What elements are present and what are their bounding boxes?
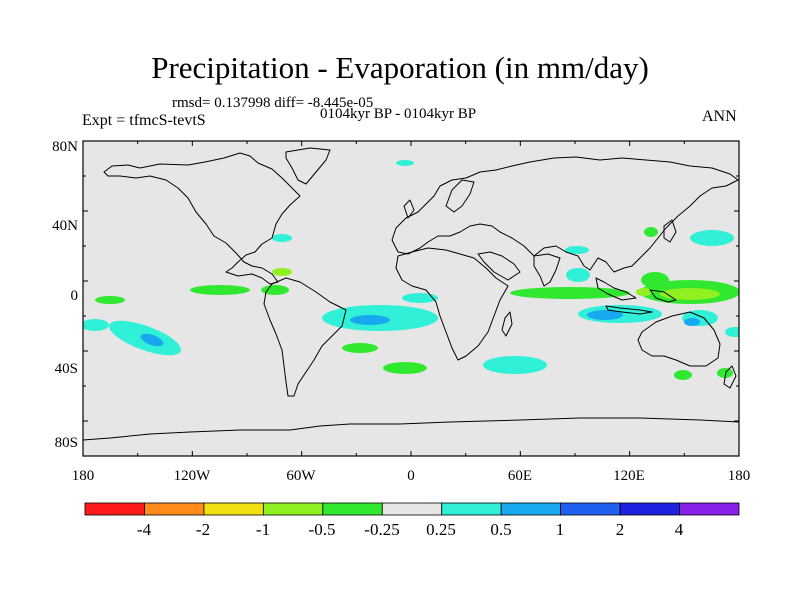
colorbar-label: -0.5 [308, 520, 336, 539]
anomaly-blue-patch [350, 315, 390, 325]
anomaly-green-patch [383, 362, 427, 374]
colorbar-label: 2 [615, 520, 625, 539]
anomaly-cyan-patch [565, 246, 589, 254]
lon-tick-label: 120W [173, 468, 211, 484]
lat-tick-label: 0 [70, 288, 79, 304]
colorbar-swatch [322, 502, 383, 516]
colorbar-swatch [144, 502, 205, 516]
coast-new-guinea [649, 289, 677, 303]
anomaly-green-patch [674, 370, 692, 380]
colorbar-swatch [381, 502, 443, 516]
lon-tick-label: 180 [71, 468, 95, 484]
coast-india [533, 253, 561, 287]
coast-java [605, 305, 653, 315]
colorbar-label: -0.25 [364, 520, 400, 539]
coast-eurasia [391, 156, 739, 273]
anomaly-cyan-patch [483, 356, 547, 374]
period-text: 0104kyr BP - 0104kyr BP [320, 106, 477, 122]
lat-tick-label: 40N [52, 218, 78, 234]
colorbar-swatch [441, 502, 502, 516]
anomaly-cyan-patch [402, 293, 438, 303]
coast-africa [395, 247, 509, 361]
anomaly-cyan-patch [725, 327, 739, 337]
lon-tick-label: 180 [727, 468, 751, 484]
colorbar-swatch [619, 502, 680, 516]
lat-tick-label: 80N [52, 139, 78, 155]
colorbar-label: 4 [674, 520, 684, 539]
anomaly-lightgreen-patch [272, 268, 292, 276]
coast-south-america [263, 277, 347, 397]
colorbar-label: 0.5 [490, 520, 512, 539]
season-label: ANN [702, 108, 737, 125]
anomaly-blue-patch [684, 318, 700, 326]
coast-madagascar [501, 311, 513, 337]
colorbar-label: 1 [555, 520, 565, 539]
anomaly-green-patch [95, 296, 125, 304]
axis-ticks [82, 140, 740, 457]
lon-tick-label: 120E [613, 468, 645, 484]
coast-arabia [477, 251, 521, 281]
anomaly-green-patch [641, 272, 669, 288]
anomaly-green-patch [717, 368, 733, 378]
stats-text: rmsd= 0.137998 diff= -8.445e-05 [172, 95, 374, 111]
lon-tick-label: 0 [407, 468, 415, 484]
colorbar-swatch [203, 502, 264, 516]
anomaly-green-patch [510, 287, 630, 299]
coast-indonesia [595, 277, 637, 301]
lon-tick-label: 60W [286, 468, 316, 484]
anomaly-blue-patch [587, 310, 623, 320]
colorbar [84, 502, 740, 516]
colorbar-swatch [560, 502, 621, 516]
coast-new-zealand [723, 365, 737, 389]
anomaly-cyan-patch [690, 230, 734, 246]
colorbar-label: -2 [195, 520, 211, 539]
anomaly-green-patch [190, 285, 250, 295]
coast-uk [403, 199, 415, 219]
anomaly-green-patch [644, 227, 658, 237]
lat-tick-label: 80S [54, 435, 78, 451]
colorbar-label: 0.25 [426, 520, 456, 539]
lon-tick-label: 60E [507, 468, 533, 484]
coastlines [83, 147, 739, 441]
coast-japan [663, 219, 677, 243]
anomaly-lightgreen-patch [636, 288, 652, 296]
colorbar-label: -1 [255, 520, 271, 539]
colorbar-swatch [262, 502, 324, 516]
colorbar-label: -4 [136, 520, 152, 539]
anomaly-fields [83, 160, 739, 380]
coast-north-america [103, 152, 301, 285]
anomaly-green-patch [342, 343, 378, 353]
colorbar-swatch [679, 502, 740, 516]
colorbar-swatch [84, 502, 145, 516]
colorbar-swatch [500, 502, 562, 516]
experiment-label: Expt = tfmcS-tevtS [82, 112, 206, 129]
anomaly-lightgreen-patch [660, 288, 720, 300]
coast-scandinavia [445, 179, 475, 213]
anomaly-green-patch [261, 285, 289, 295]
anomaly-cyan-patch [272, 234, 292, 242]
coast-australia [637, 311, 721, 367]
anomaly-cyan-patch [83, 319, 109, 331]
plot-title: Precipitation - Evaporation (in mm/day) [151, 50, 649, 85]
coast-greenland [285, 147, 331, 185]
coast-antarctica [83, 417, 739, 441]
anomaly-cyan-patch [396, 160, 414, 166]
lat-tick-label: 40S [54, 361, 78, 377]
anomaly-cyan-patch [566, 268, 590, 282]
anomaly-blue-patch [140, 333, 164, 347]
